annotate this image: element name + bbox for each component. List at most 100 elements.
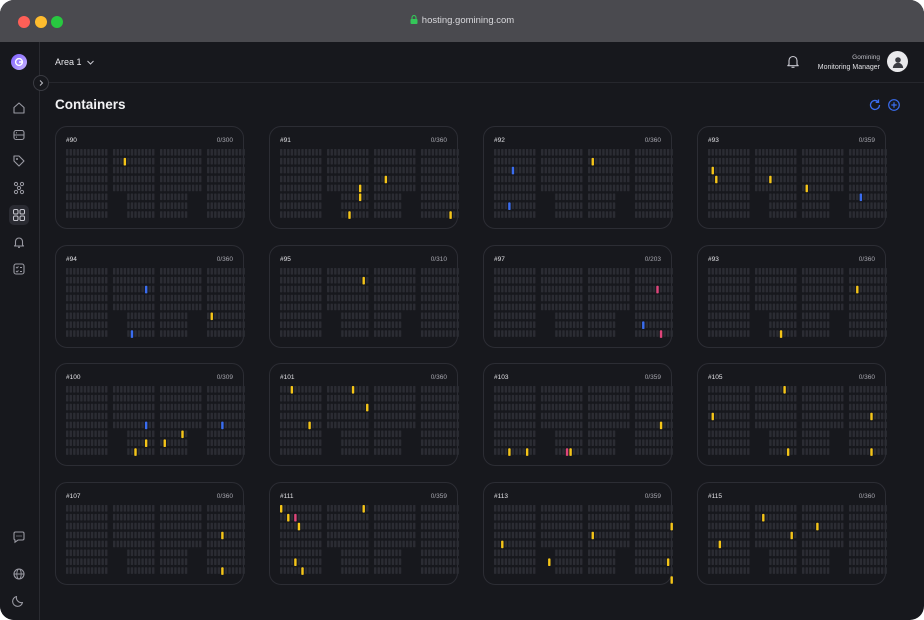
miner-status-yellow[interactable] xyxy=(362,505,365,513)
avatar[interactable] xyxy=(887,51,908,72)
miner-status-pink[interactable] xyxy=(656,285,659,294)
tag-icon[interactable] xyxy=(9,151,29,171)
container-card[interactable]: #101 0/360 xyxy=(269,363,459,466)
home-icon[interactable] xyxy=(9,98,29,118)
miner-status-yellow[interactable] xyxy=(348,211,351,219)
miner-status-yellow[interactable] xyxy=(144,439,148,447)
sidebar-toggle-button[interactable] xyxy=(33,75,49,91)
container-card[interactable]: #92 0/360 xyxy=(483,126,673,229)
miner-status-yellow[interactable] xyxy=(790,531,793,540)
miner-status-yellow[interactable] xyxy=(591,531,594,540)
miner-status-blue[interactable] xyxy=(130,330,134,338)
lock-icon xyxy=(410,15,418,27)
miner-status-blue[interactable] xyxy=(221,421,224,430)
miner-status-yellow[interactable] xyxy=(711,166,714,175)
address-bar[interactable]: hosting.gomining.com xyxy=(0,15,924,27)
container-card[interactable]: #115 0/360 xyxy=(697,482,887,585)
miner-status-yellow[interactable] xyxy=(659,421,663,430)
miner-status-yellow[interactable] xyxy=(366,403,369,412)
add-container-icon[interactable] xyxy=(887,98,901,112)
miner-status-yellow[interactable] xyxy=(870,448,873,456)
miner-status-yellow[interactable] xyxy=(290,386,294,394)
miner-status-yellow[interactable] xyxy=(856,285,859,294)
miner-status-blue[interactable] xyxy=(859,193,863,202)
miner-status-yellow[interactable] xyxy=(670,576,673,584)
miner-status-yellow[interactable] xyxy=(181,430,184,439)
minimize-window-button[interactable] xyxy=(35,16,47,28)
miner-status-yellow[interactable] xyxy=(569,448,572,456)
miner-status-yellow[interactable] xyxy=(358,184,362,193)
server-icon[interactable] xyxy=(9,125,29,145)
miner-status-yellow[interactable] xyxy=(508,448,511,456)
miner-status-yellow[interactable] xyxy=(384,175,388,184)
miner-status-yellow[interactable] xyxy=(358,193,362,202)
checklist-icon[interactable] xyxy=(9,259,29,279)
moon-icon[interactable] xyxy=(9,590,29,610)
container-card[interactable]: #93 0/360 xyxy=(697,245,887,348)
miner-status-blue[interactable] xyxy=(511,166,515,175)
container-card[interactable]: #93 0/359 xyxy=(697,126,887,229)
bell-icon[interactable] xyxy=(9,232,29,252)
miner-status-blue[interactable] xyxy=(144,421,148,430)
miner-status-pink[interactable] xyxy=(294,513,297,522)
miner-status-yellow[interactable] xyxy=(287,513,290,522)
miner-status-yellow[interactable] xyxy=(308,421,311,430)
container-card[interactable]: #103 0/359 xyxy=(483,363,673,466)
miner-status-yellow[interactable] xyxy=(670,522,673,531)
miner-status-yellow[interactable] xyxy=(297,522,301,531)
container-card[interactable]: #105 0/360 xyxy=(697,363,887,466)
miner-status-yellow[interactable] xyxy=(301,567,304,575)
miner-status-blue[interactable] xyxy=(144,285,148,294)
miner-status-yellow[interactable] xyxy=(280,505,283,513)
miner-status-yellow[interactable] xyxy=(351,386,355,394)
miner-status-yellow[interactable] xyxy=(221,531,224,540)
miner-status-yellow[interactable] xyxy=(210,312,213,321)
close-window-button[interactable] xyxy=(18,16,30,28)
maximize-window-button[interactable] xyxy=(51,16,63,28)
miner-status-yellow[interactable] xyxy=(762,513,765,522)
miner-status-yellow[interactable] xyxy=(548,558,551,566)
logo-icon[interactable] xyxy=(11,54,27,70)
miner-status-yellow[interactable] xyxy=(591,157,594,166)
miner-status-yellow[interactable] xyxy=(783,386,786,394)
miner-status-yellow[interactable] xyxy=(805,184,808,193)
miner-status-pink[interactable] xyxy=(565,448,569,456)
container-card[interactable]: #111 0/359 xyxy=(269,482,459,585)
container-card[interactable]: #90 0/300 xyxy=(55,126,245,229)
miner-status-yellow[interactable] xyxy=(134,448,137,456)
container-card[interactable]: #113 0/359 xyxy=(483,482,673,585)
miner-status-yellow[interactable] xyxy=(715,175,718,184)
miner-status-yellow[interactable] xyxy=(449,211,452,219)
miner-status-yellow[interactable] xyxy=(123,157,127,166)
miner-status-yellow[interactable] xyxy=(779,330,783,338)
miner-status-yellow[interactable] xyxy=(816,522,819,531)
container-card[interactable]: #100 0/309 xyxy=(55,363,245,466)
container-card[interactable]: #107 0/360 xyxy=(55,482,245,585)
miner-status-yellow[interactable] xyxy=(362,276,365,285)
miner-status-yellow[interactable] xyxy=(718,540,722,549)
container-card[interactable]: #95 0/310 xyxy=(269,245,459,348)
miner-status-blue[interactable] xyxy=(642,321,645,329)
miner-status-yellow[interactable] xyxy=(666,558,670,566)
miner-status-yellow[interactable] xyxy=(525,448,529,456)
miner-status-yellow[interactable] xyxy=(769,175,772,184)
miner-status-yellow[interactable] xyxy=(786,448,790,456)
container-card[interactable]: #91 0/360 xyxy=(269,126,459,229)
notifications-button[interactable] xyxy=(786,54,800,74)
miner-status-yellow[interactable] xyxy=(501,540,504,549)
miner-status-yellow[interactable] xyxy=(294,558,297,566)
chat-icon[interactable] xyxy=(9,527,29,547)
miner-status-blue[interactable] xyxy=(508,202,511,210)
area-selector[interactable]: Area 1 xyxy=(55,57,95,67)
miner-status-yellow[interactable] xyxy=(870,412,873,421)
miner-status-yellow[interactable] xyxy=(711,412,714,421)
globe-icon[interactable] xyxy=(9,564,29,584)
refresh-icon[interactable] xyxy=(868,98,882,112)
containers-icon[interactable] xyxy=(9,205,29,225)
container-card[interactable]: #94 0/360 xyxy=(55,245,245,348)
miner-status-yellow[interactable] xyxy=(221,567,224,575)
miner-status-yellow[interactable] xyxy=(163,439,166,447)
container-card[interactable]: #97 0/203 xyxy=(483,245,673,348)
network-icon[interactable] xyxy=(9,178,29,198)
miner-status-pink[interactable] xyxy=(659,330,663,338)
